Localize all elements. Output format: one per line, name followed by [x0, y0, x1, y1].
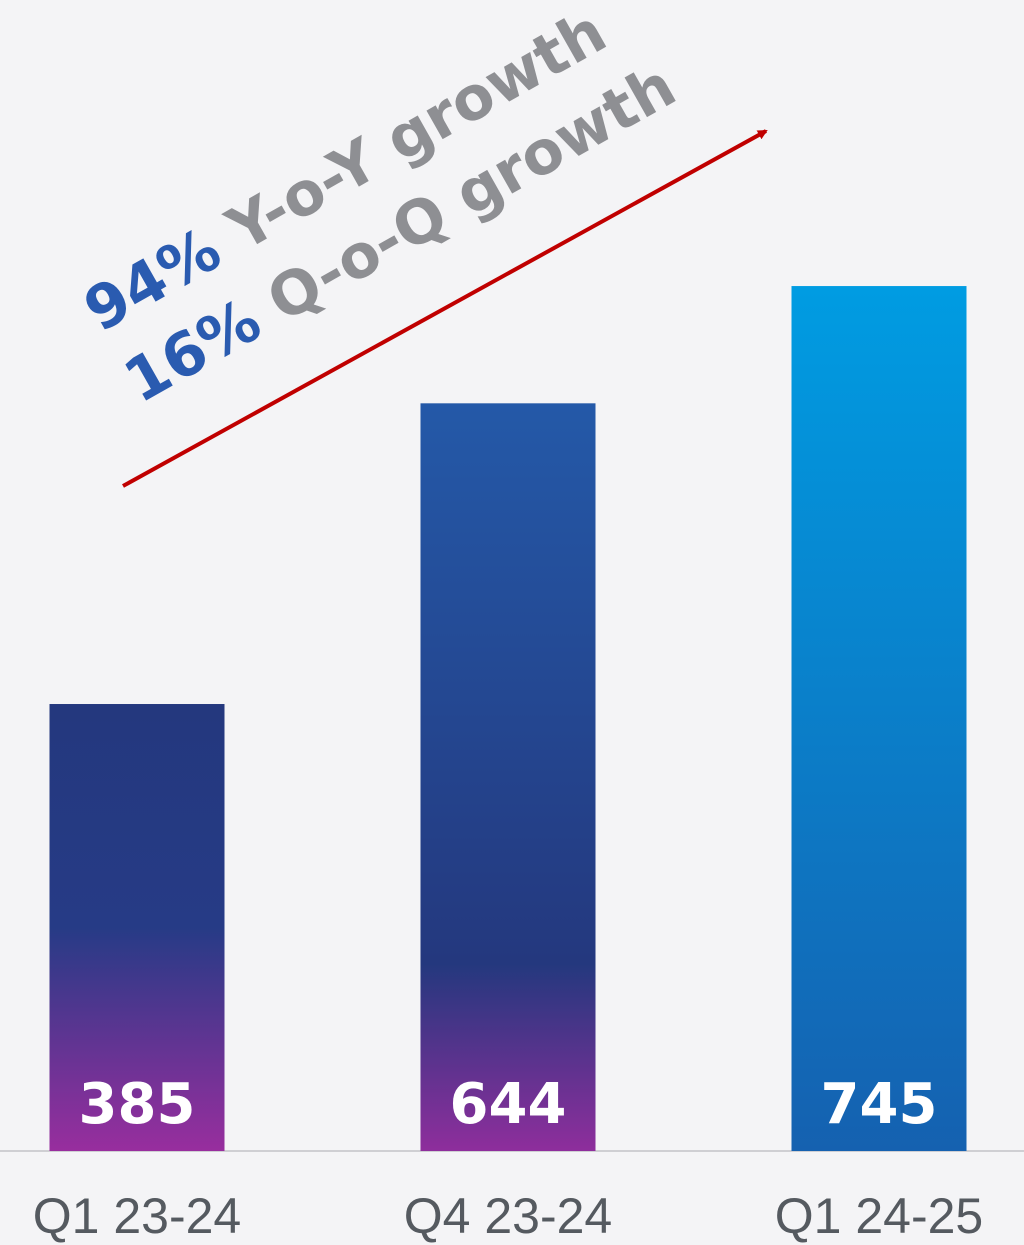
bar — [420, 403, 596, 1151]
x-tick-label: Q1 24-25 — [775, 1188, 983, 1244]
trend-arrow — [122, 129, 768, 488]
x-tick-label: Q1 23-24 — [33, 1188, 241, 1244]
bar — [49, 704, 225, 1151]
bar — [791, 286, 967, 1151]
value-label: 644 — [450, 1072, 567, 1137]
x-tick-label: Q4 23-24 — [404, 1188, 612, 1244]
value-label: 745 — [821, 1072, 938, 1137]
value-label: 385 — [79, 1072, 196, 1137]
